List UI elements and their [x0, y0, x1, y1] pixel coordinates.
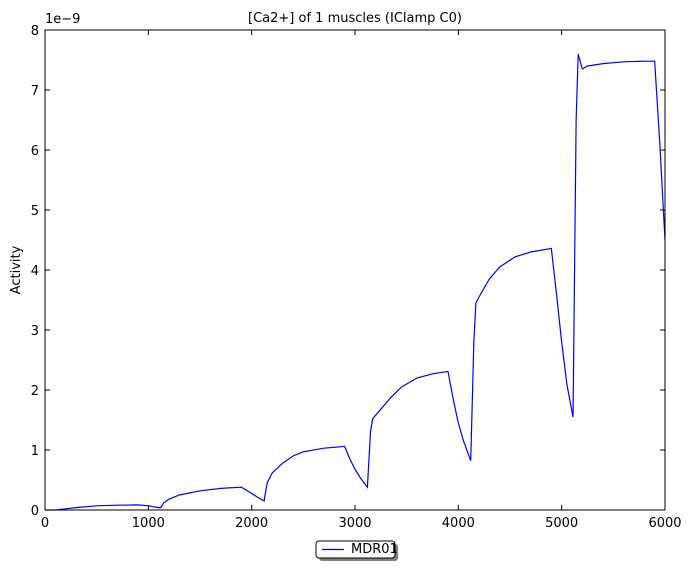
line-series [45, 53, 666, 511]
x-tick-label: 1000 [132, 516, 165, 531]
x-tick-label: 4000 [442, 516, 475, 531]
y-tick-label: 1 [31, 444, 39, 459]
x-tick-label: 3000 [338, 516, 371, 531]
chart-title: [Ca2+] of 1 muscles (IClamp C0) [248, 11, 462, 26]
x-tick-label: 6000 [648, 516, 681, 531]
y-tick-label: 6 [31, 144, 39, 159]
y-tick-label: 8 [31, 24, 39, 39]
y-tick-label: 2 [31, 384, 39, 399]
legend-box [315, 540, 396, 559]
y-tick-label: 5 [31, 204, 39, 219]
y-tick-label: 7 [31, 84, 39, 99]
legend-label: MDR01 [351, 542, 398, 557]
x-tick-label: 2000 [235, 516, 268, 531]
y-tick-label: 3 [31, 324, 39, 339]
plot-frame [44, 29, 666, 511]
y-tick-label: 4 [31, 264, 39, 279]
y-offset-text: 1e−9 [45, 12, 80, 27]
y-tick-label: 0 [31, 504, 39, 519]
x-tick-label: 5000 [545, 516, 578, 531]
y-axis-label: Activity [9, 245, 24, 294]
x-tick-label: 0 [41, 516, 49, 531]
